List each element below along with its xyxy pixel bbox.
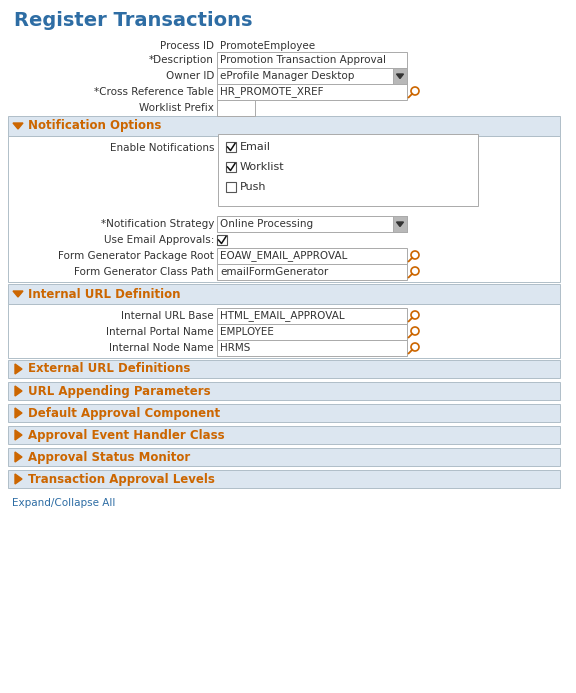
- FancyBboxPatch shape: [8, 284, 560, 304]
- Text: Email: Email: [240, 142, 271, 152]
- Polygon shape: [15, 474, 22, 484]
- FancyBboxPatch shape: [8, 448, 560, 466]
- FancyBboxPatch shape: [217, 68, 407, 84]
- Text: Online Processing: Online Processing: [220, 219, 313, 229]
- Text: *Description: *Description: [149, 55, 214, 65]
- FancyBboxPatch shape: [217, 100, 255, 116]
- Text: Default Approval Component: Default Approval Component: [28, 407, 220, 419]
- Text: Form Generator Package Root: Form Generator Package Root: [58, 251, 214, 261]
- FancyBboxPatch shape: [8, 426, 560, 444]
- Text: Internal Portal Name: Internal Portal Name: [107, 327, 214, 337]
- Text: emailFormGenerator: emailFormGenerator: [220, 267, 328, 277]
- Text: Form Generator Class Path: Form Generator Class Path: [74, 267, 214, 277]
- Text: Worklist Prefix: Worklist Prefix: [139, 103, 214, 113]
- Polygon shape: [15, 364, 22, 374]
- Text: Internal URL Base: Internal URL Base: [122, 311, 214, 321]
- FancyBboxPatch shape: [226, 182, 236, 192]
- Text: Enable Notifications: Enable Notifications: [109, 143, 214, 153]
- Text: Internal URL Definition: Internal URL Definition: [28, 288, 180, 301]
- Text: Approval Status Monitor: Approval Status Monitor: [28, 450, 190, 464]
- FancyBboxPatch shape: [217, 235, 227, 245]
- FancyBboxPatch shape: [8, 382, 560, 400]
- Text: eProfile Manager Desktop: eProfile Manager Desktop: [220, 71, 354, 81]
- FancyBboxPatch shape: [217, 308, 407, 324]
- Polygon shape: [13, 123, 23, 129]
- Text: Approval Event Handler Class: Approval Event Handler Class: [28, 428, 225, 441]
- FancyBboxPatch shape: [8, 136, 560, 282]
- Text: HR_PROMOTE_XREF: HR_PROMOTE_XREF: [220, 87, 324, 98]
- Text: EMPLOYEE: EMPLOYEE: [220, 327, 274, 337]
- FancyBboxPatch shape: [217, 264, 407, 280]
- FancyBboxPatch shape: [226, 142, 236, 152]
- Text: Notification Options: Notification Options: [28, 119, 161, 132]
- FancyBboxPatch shape: [218, 134, 478, 206]
- Text: External URL Definitions: External URL Definitions: [28, 362, 191, 376]
- Text: Register Transactions: Register Transactions: [14, 10, 252, 30]
- FancyBboxPatch shape: [217, 324, 407, 340]
- Polygon shape: [15, 408, 22, 418]
- Polygon shape: [13, 291, 23, 297]
- Polygon shape: [15, 430, 22, 440]
- FancyBboxPatch shape: [217, 216, 407, 232]
- Text: *Cross Reference Table: *Cross Reference Table: [94, 87, 214, 97]
- Text: Process ID: Process ID: [160, 41, 214, 51]
- Polygon shape: [396, 222, 404, 227]
- FancyBboxPatch shape: [217, 340, 407, 356]
- Polygon shape: [396, 74, 404, 78]
- FancyBboxPatch shape: [8, 116, 560, 136]
- FancyBboxPatch shape: [217, 52, 407, 68]
- Text: HTML_EMAIL_APPROVAL: HTML_EMAIL_APPROVAL: [220, 310, 344, 322]
- Text: Push: Push: [240, 182, 267, 192]
- FancyBboxPatch shape: [393, 68, 407, 84]
- Text: Transaction Approval Levels: Transaction Approval Levels: [28, 473, 215, 486]
- Text: Expand/Collapse All: Expand/Collapse All: [12, 498, 115, 508]
- Text: PromoteEmployee: PromoteEmployee: [220, 41, 315, 51]
- FancyBboxPatch shape: [226, 162, 236, 172]
- FancyBboxPatch shape: [8, 360, 560, 378]
- Polygon shape: [15, 452, 22, 462]
- Text: Internal Node Name: Internal Node Name: [109, 343, 214, 353]
- FancyBboxPatch shape: [393, 216, 407, 232]
- Text: Use Email Approvals:: Use Email Approvals:: [104, 235, 214, 245]
- Text: URL Appending Parameters: URL Appending Parameters: [28, 385, 211, 398]
- Text: HRMS: HRMS: [220, 343, 251, 353]
- Text: EOAW_EMAIL_APPROVAL: EOAW_EMAIL_APPROVAL: [220, 251, 347, 261]
- Text: *Notification Strategy: *Notification Strategy: [101, 219, 214, 229]
- Text: Worklist: Worklist: [240, 162, 285, 172]
- FancyBboxPatch shape: [8, 470, 560, 488]
- Text: Promotion Transaction Approval: Promotion Transaction Approval: [220, 55, 386, 65]
- FancyBboxPatch shape: [8, 304, 560, 358]
- Polygon shape: [15, 386, 22, 396]
- Text: Owner ID: Owner ID: [166, 71, 214, 81]
- FancyBboxPatch shape: [217, 84, 407, 100]
- FancyBboxPatch shape: [8, 404, 560, 422]
- FancyBboxPatch shape: [217, 248, 407, 264]
